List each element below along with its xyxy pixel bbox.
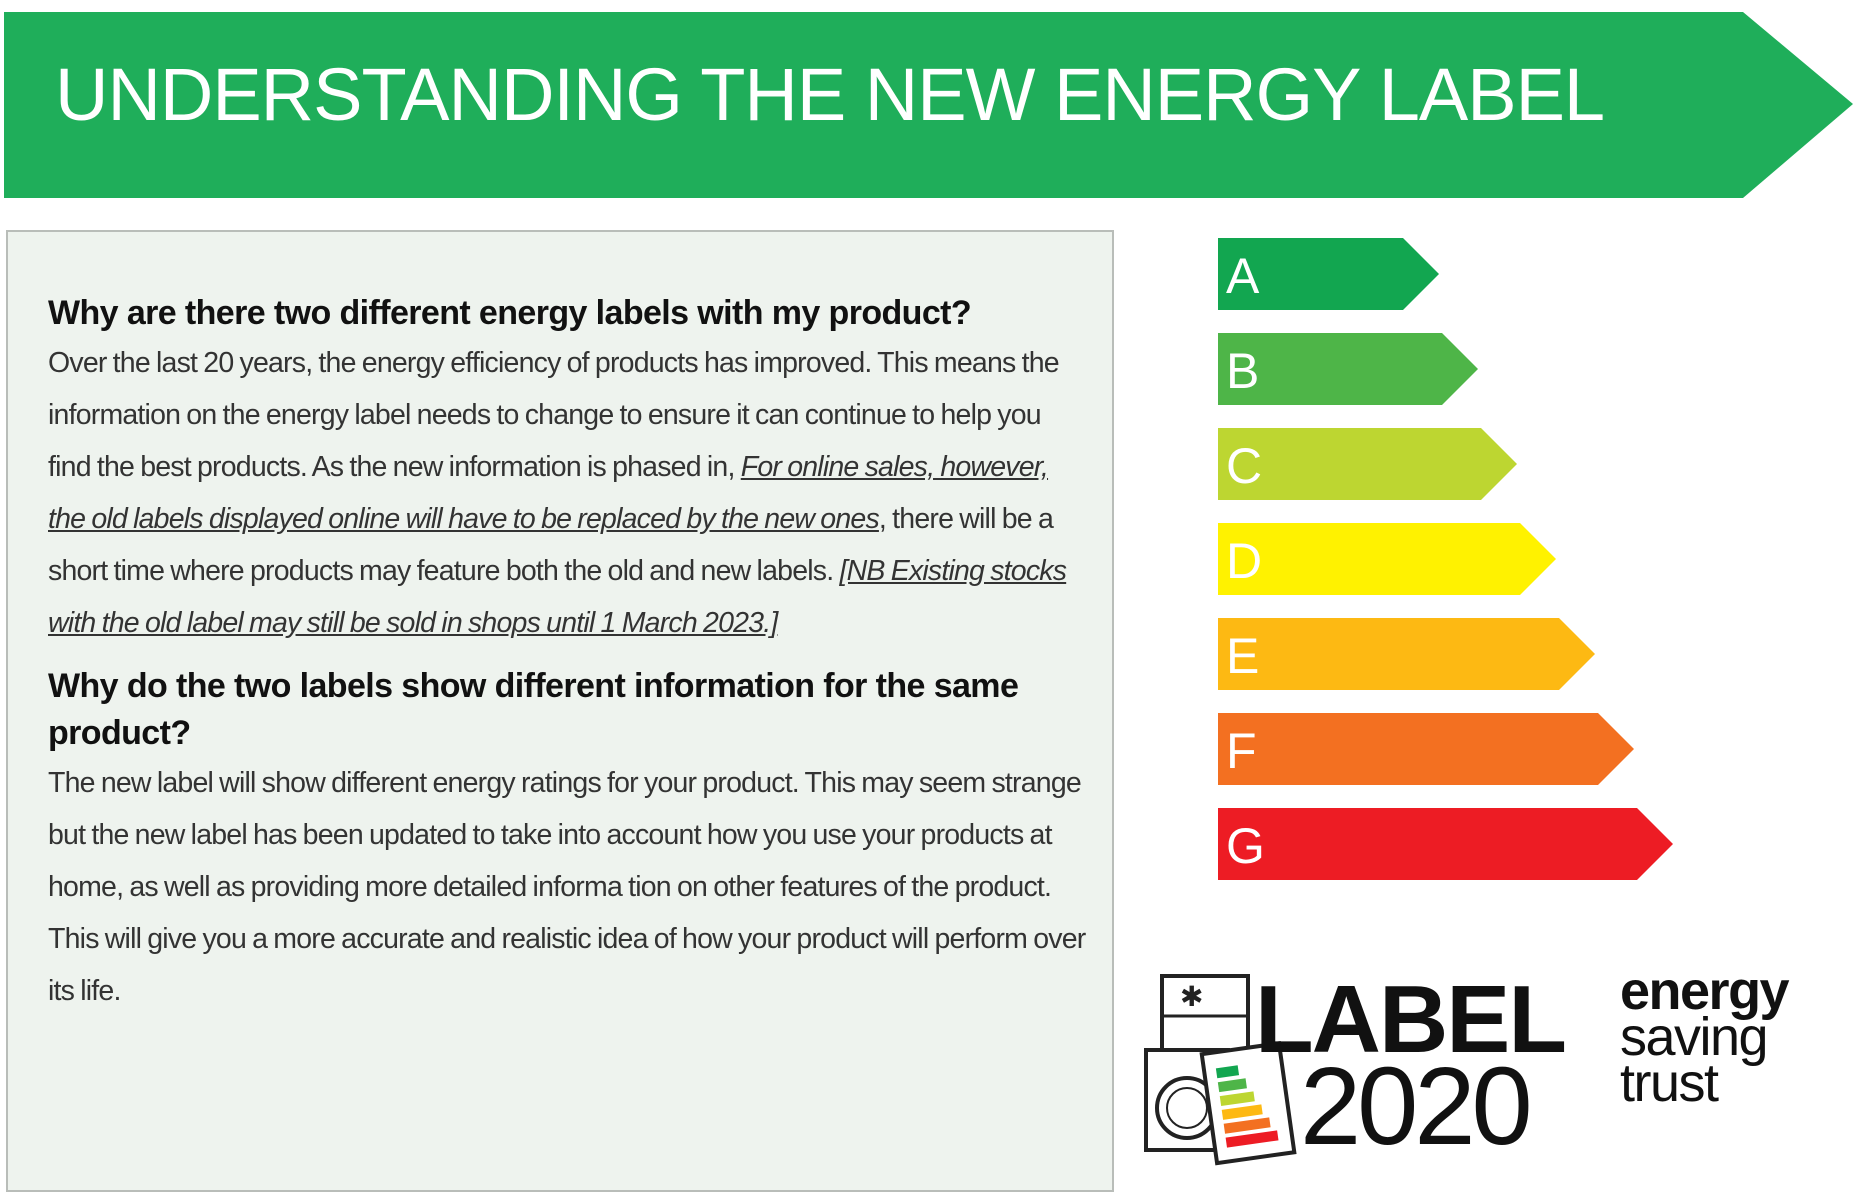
rating-bar-f: F (1218, 713, 1634, 789)
logo-line: energy (1620, 961, 1790, 1021)
rating-bar-c: C (1218, 428, 1517, 504)
rating-bar-b: B (1218, 333, 1478, 409)
stock-note: [NB Existing stocks with the old label m… (48, 555, 1067, 639)
rating-letter: D (1226, 533, 1263, 589)
label-year: 2020 (1300, 1045, 1533, 1168)
rating-letter: C (1226, 438, 1263, 494)
rating-letter: A (1226, 248, 1260, 304)
online-sales-note: For online sales, however, the old label… (48, 451, 1049, 535)
question-heading: Why are there two different energy label… (48, 294, 972, 332)
info-panel: Why are there two different energy label… (6, 230, 1114, 1192)
label-word: LABEL (1255, 966, 1567, 1073)
appliances-icon: ✱ (1144, 974, 1297, 1166)
label-2020-logo: ✱ LABEL 2020 (1140, 970, 1570, 1170)
rating-bar-g: G (1218, 808, 1673, 884)
question-heading: Why do the two labels show different inf… (48, 667, 1019, 752)
rating-letter: E (1226, 628, 1260, 684)
logo-line: saving (1620, 1007, 1769, 1067)
rating-letter: B (1226, 343, 1260, 399)
answer-paragraph: The new label will show different energy… (48, 767, 1086, 1007)
answer-paragraph: Over the last 20 years, the energy effic… (48, 337, 1088, 649)
rating-bar-a: A (1218, 238, 1439, 314)
banner-arrow-shape (4, 12, 1853, 198)
rating-bar-d: D (1218, 523, 1556, 599)
paragraph-text: Over the last 20 years, the energy effic… (48, 347, 1060, 483)
paragraph-text: , there will be a short time where produ… (48, 503, 1054, 587)
rating-bar-e: E (1218, 618, 1595, 694)
svg-text:✱: ✱ (1180, 980, 1203, 1013)
energy-saving-trust-logo: energy saving trust (1620, 961, 1790, 1113)
logo-line: trust (1620, 1053, 1719, 1113)
rating-letter: G (1226, 818, 1265, 874)
page-title: UNDERSTANDING THE NEW ENERGY LABEL (55, 53, 1605, 136)
rating-letter: F (1226, 723, 1257, 779)
header-banner: UNDERSTANDING THE NEW ENERGY LABEL (0, 0, 1863, 204)
